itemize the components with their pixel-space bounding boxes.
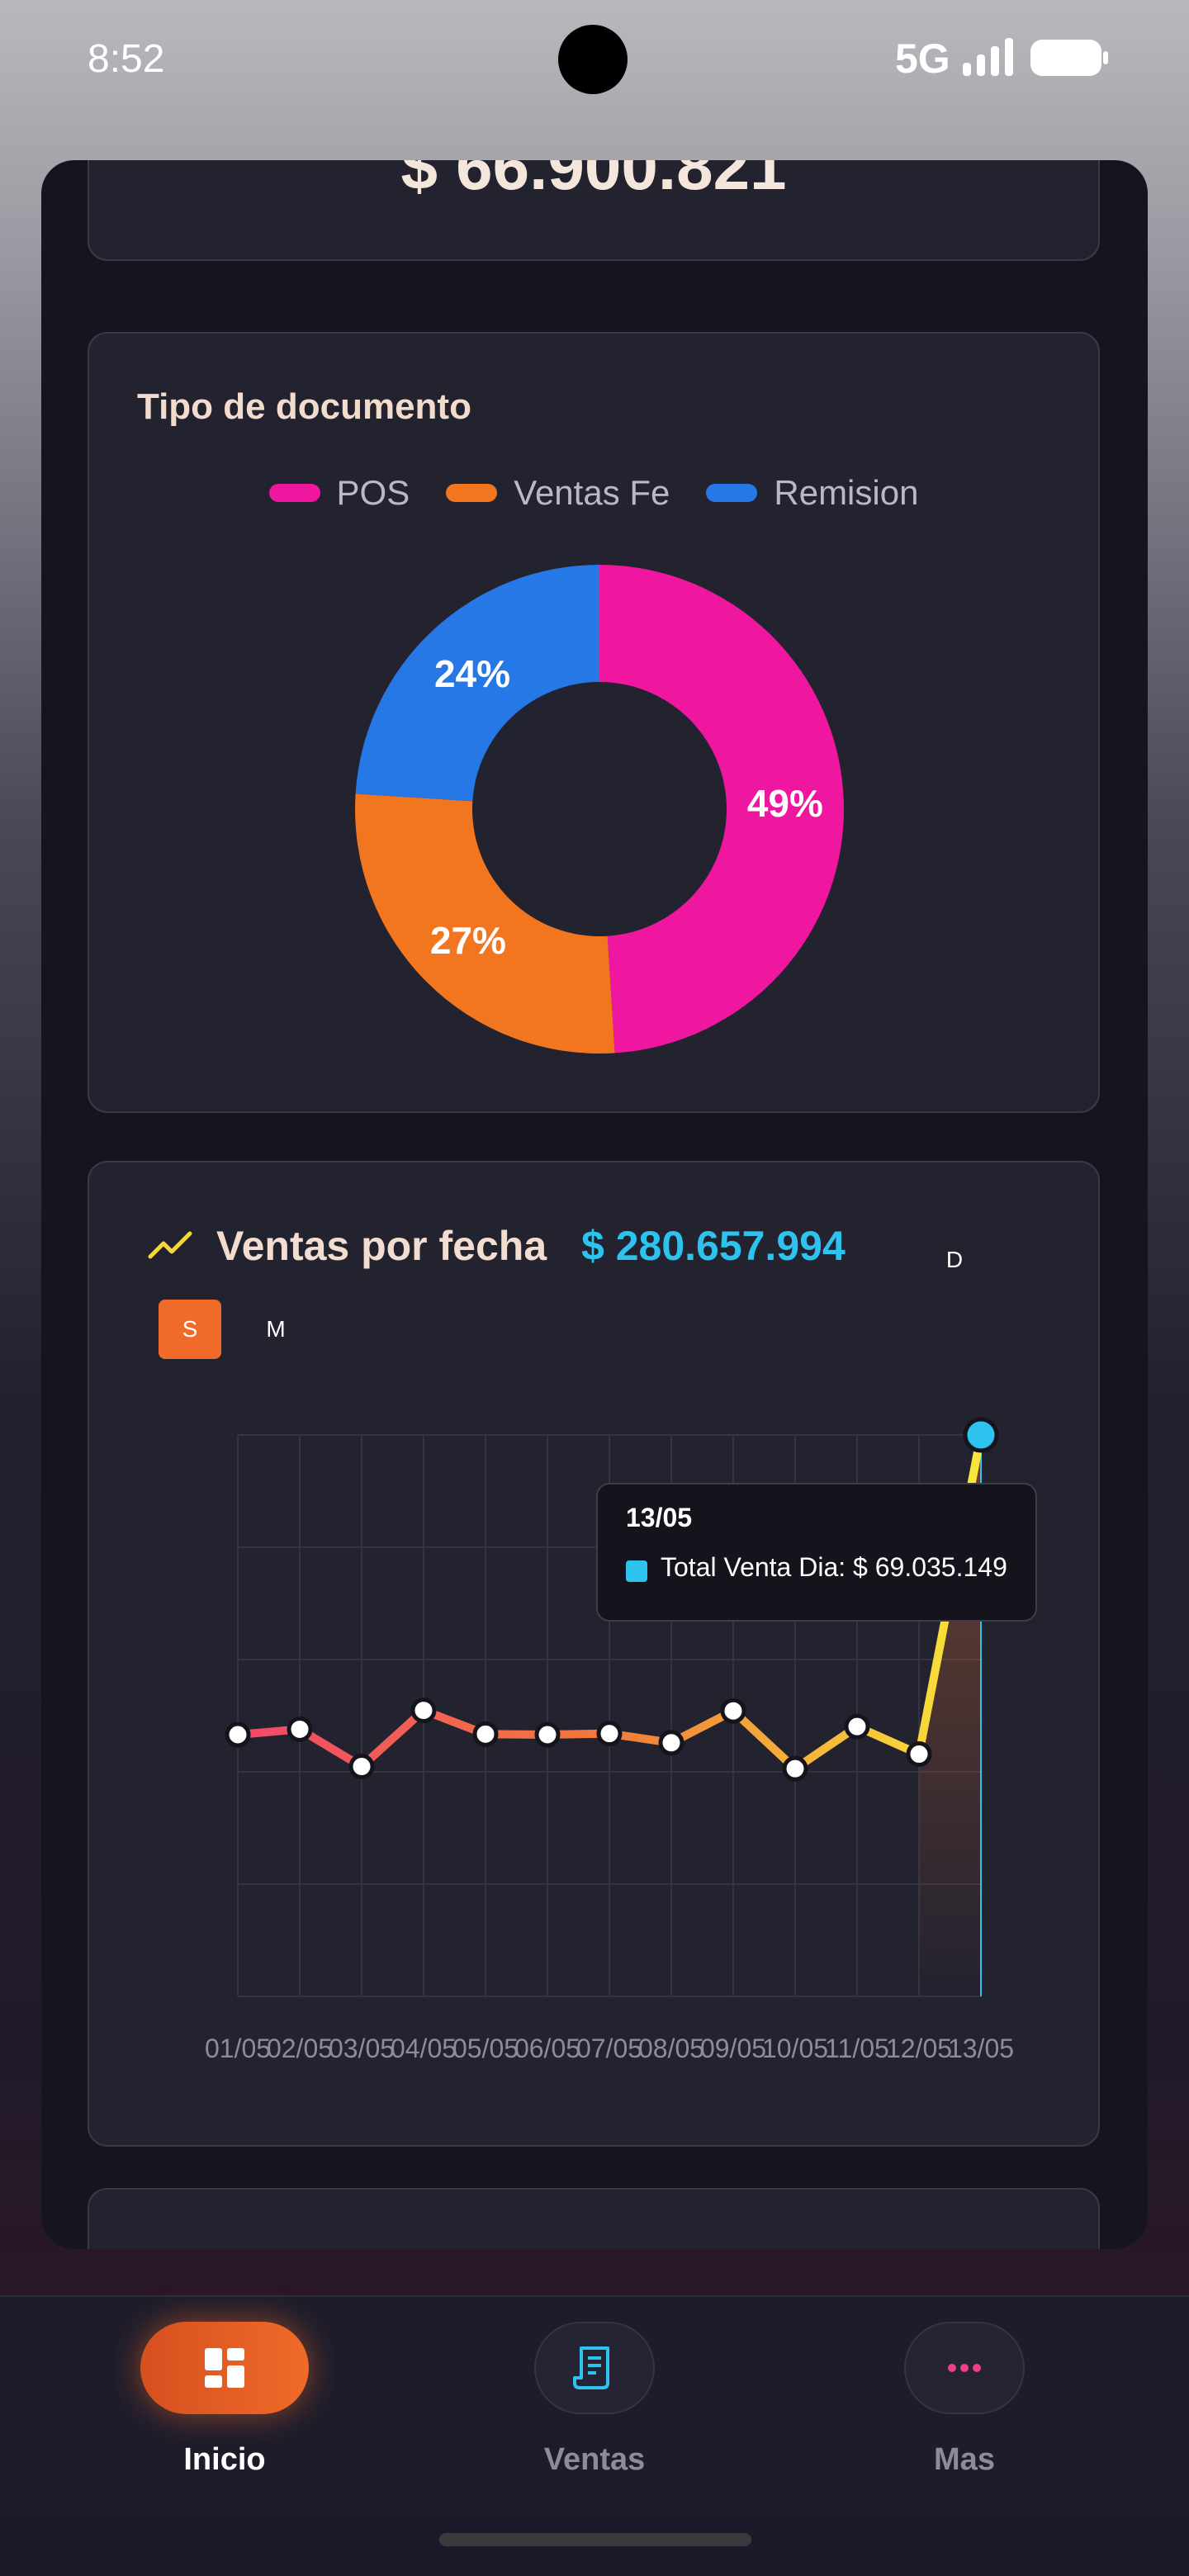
chart-tooltip: 13/05 Total Venta Dia: $ 69.035.149 (596, 1483, 1037, 1622)
trending-up-icon (148, 1231, 192, 1259)
x-tick-label: 04/05 (391, 2034, 457, 2063)
data-point[interactable] (658, 1730, 685, 1756)
legend-item-remision[interactable]: Remision (706, 472, 918, 514)
data-point[interactable] (844, 1713, 870, 1740)
tooltip-date: 13/05 (626, 1503, 693, 1532)
x-tick-label: 05/05 (452, 2034, 519, 2063)
nav-label: Ventas (543, 2442, 646, 2477)
app-screen: $ 66.900.821 Tipo de documento POS Venta… (41, 160, 1148, 2249)
home-indicator (439, 2533, 751, 2546)
sales-total: $ 280.657.994 (581, 1223, 846, 1269)
sales-by-date-card: 01/05 02/05 03/05 04/05 05/05 06/05 07/05 08/05… (88, 1161, 1100, 2147)
donut-slice[interactable] (355, 565, 599, 802)
tooltip-swatch (626, 1560, 647, 1582)
x-tick-label: 12/05 (886, 2034, 952, 2063)
period-month-button[interactable]: M (266, 1316, 286, 1342)
nav-item-mas[interactable]: Mas (857, 2322, 1072, 2487)
data-point[interactable] (348, 1754, 375, 1780)
bottom-navigation: Inicio Ventas Mas (0, 2295, 1189, 2512)
donut-slice[interactable] (599, 565, 844, 1054)
legend-swatch (268, 484, 320, 502)
donut-slice-label: 27% (430, 919, 506, 962)
legend-label: Ventas Fe (514, 473, 670, 512)
network-label: 5G (895, 36, 950, 82)
camera-cutout (558, 25, 628, 94)
x-tick-label: 09/05 (700, 2034, 766, 2063)
x-tick-label: 13/05 (948, 2034, 1014, 2063)
x-tick-label: 06/05 (514, 2034, 580, 2063)
x-tick-label: 02/05 (267, 2034, 333, 2063)
dashboard-icon (205, 2348, 244, 2388)
chart-title: Ventas por fecha (216, 1223, 547, 1269)
legend-label: Remision (774, 473, 919, 512)
legend-swatch (706, 484, 758, 502)
card-title: Tipo de documento (137, 386, 471, 427)
nav-item-ventas[interactable]: Ventas (487, 2322, 702, 2487)
nav-pill (534, 2322, 655, 2414)
x-tick-label: 07/05 (576, 2034, 642, 2063)
data-point[interactable] (472, 1721, 499, 1747)
status-bar: 8:52 5G (0, 0, 1189, 124)
legend-item-pos[interactable]: POS (268, 472, 410, 514)
nav-pill (140, 2322, 309, 2414)
period-day-button[interactable]: D (945, 1247, 964, 1272)
donut-slice-label: 24% (434, 652, 510, 695)
period-week-button[interactable]: S (159, 1300, 221, 1359)
donut-slice-label: 49% (747, 782, 823, 825)
data-point-selected[interactable] (963, 1417, 999, 1453)
receipt-icon (573, 2346, 609, 2389)
signal-icon (963, 38, 1013, 76)
data-point[interactable] (410, 1698, 437, 1724)
data-point[interactable] (596, 1721, 623, 1747)
x-tick-label: 08/05 (638, 2034, 704, 2063)
data-point[interactable] (906, 1741, 932, 1768)
tooltip-value: Total Venta Dia: $ 69.035.149 (661, 1552, 1007, 1582)
legend-item-ventas-fe[interactable]: Ventas Fe (446, 472, 670, 514)
more-icon (948, 2364, 981, 2372)
donut-slice[interactable] (354, 793, 615, 1054)
data-point[interactable] (225, 1721, 251, 1748)
legend-swatch (446, 484, 498, 502)
total-amount: $ 66.900.821 (400, 160, 787, 203)
battery-icon (1030, 40, 1108, 76)
total-card: $ 66.900.821 (88, 160, 1100, 261)
nav-label: Mas (934, 2442, 995, 2477)
document-type-donut-chart[interactable]: 49% 27% 24% (352, 561, 847, 1057)
data-point[interactable] (287, 1716, 313, 1742)
x-tick-label: 01/05 (205, 2034, 271, 2063)
chart-legend: POS Ventas Fe Remision (89, 472, 1098, 514)
next-card (88, 2188, 1100, 2249)
data-point[interactable] (720, 1698, 746, 1724)
x-tick-label: 10/05 (762, 2034, 828, 2063)
sales-line-chart[interactable]: 01/0502/0503/0504/0505/0506/0507/0508/05… (89, 1163, 1101, 2148)
data-point[interactable] (534, 1721, 561, 1748)
status-time: 8:52 (88, 37, 165, 81)
nav-label: Inicio (183, 2442, 266, 2477)
document-type-card: Tipo de documento POS Ventas Fe Remision… (88, 332, 1100, 1113)
nav-item-inicio[interactable]: Inicio (117, 2322, 332, 2487)
legend-label: POS (336, 473, 410, 512)
x-tick-label: 11/05 (825, 2034, 889, 2063)
x-tick-label: 03/05 (329, 2034, 395, 2063)
data-point[interactable] (782, 1755, 808, 1782)
